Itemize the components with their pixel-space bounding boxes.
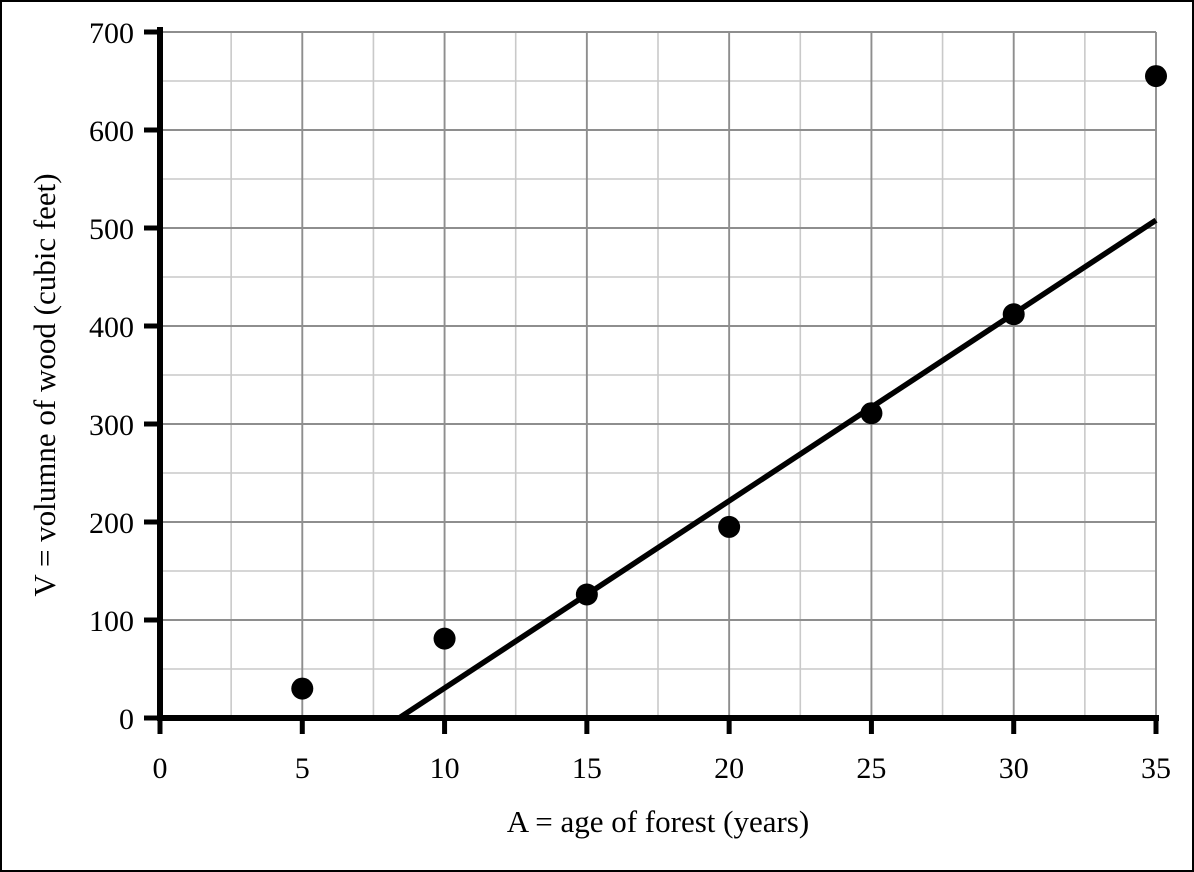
y-tick-label: 200 xyxy=(89,507,134,540)
data-point xyxy=(291,677,314,700)
x-tick-label: 20 xyxy=(714,752,744,785)
y-tick-label: 400 xyxy=(89,311,134,344)
data-point xyxy=(433,627,456,650)
x-tick-label: 0 xyxy=(153,752,168,785)
data-point xyxy=(860,402,883,425)
x-tick-label: 15 xyxy=(572,752,602,785)
x-tick-label: 30 xyxy=(999,752,1029,785)
x-tick-label: 10 xyxy=(430,752,460,785)
y-tick-label: 700 xyxy=(89,17,134,50)
y-tick-label: 100 xyxy=(89,605,134,638)
x-tick-label: 35 xyxy=(1141,752,1171,785)
y-tick-label: 300 xyxy=(89,409,134,442)
trend-line xyxy=(397,217,1158,721)
data-point xyxy=(718,515,741,538)
x-tick-label: 25 xyxy=(856,752,886,785)
y-tick-label: 500 xyxy=(89,213,134,246)
x-tick-label: 5 xyxy=(295,752,310,785)
y-tick-label: 600 xyxy=(89,115,134,148)
y-axis-title: V = volumne of wood (cubic feet) xyxy=(27,173,62,597)
data-point xyxy=(1145,65,1167,88)
y-tick-label: 0 xyxy=(119,703,134,736)
x-axis-title: A = age of forest (years) xyxy=(506,804,810,839)
data-point xyxy=(1002,303,1025,326)
data-point xyxy=(575,583,598,606)
